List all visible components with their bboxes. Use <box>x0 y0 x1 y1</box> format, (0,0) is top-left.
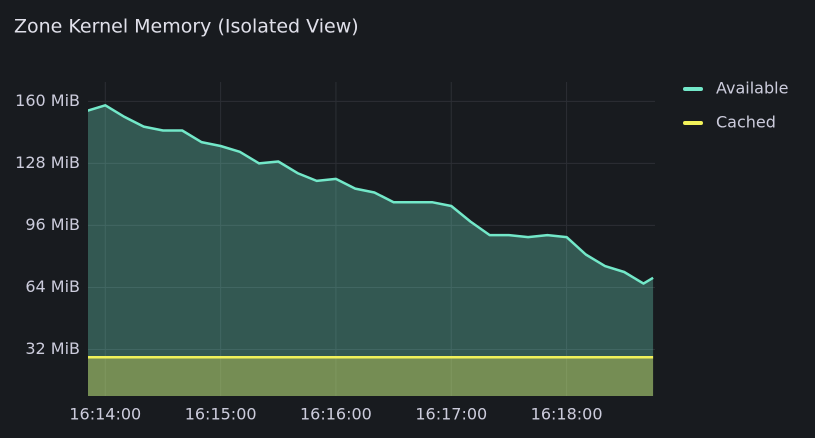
x-tick-label: 16:17:00 <box>415 405 487 424</box>
x-tick-label: 16:16:00 <box>300 405 372 424</box>
panel-title: Zone Kernel Memory (Isolated View) <box>14 16 359 38</box>
series-area <box>88 357 654 396</box>
series-line <box>88 104 654 285</box>
legend-swatch <box>683 87 703 91</box>
y-tick-label: 64 MiB <box>25 277 80 296</box>
legend-label[interactable]: Cached <box>716 113 776 132</box>
legend-swatch <box>683 121 703 125</box>
y-tick-label: 32 MiB <box>25 339 80 358</box>
legend-label[interactable]: Available <box>716 79 788 98</box>
x-tick-label: 16:18:00 <box>531 405 603 424</box>
x-tick-label: 16:15:00 <box>185 405 257 424</box>
y-tick-label: 96 MiB <box>25 215 80 234</box>
x-tick-label: 16:14:00 <box>69 405 141 424</box>
y-tick-label: 160 MiB <box>15 91 80 110</box>
series-area <box>88 105 654 396</box>
y-tick-label: 128 MiB <box>15 153 80 172</box>
